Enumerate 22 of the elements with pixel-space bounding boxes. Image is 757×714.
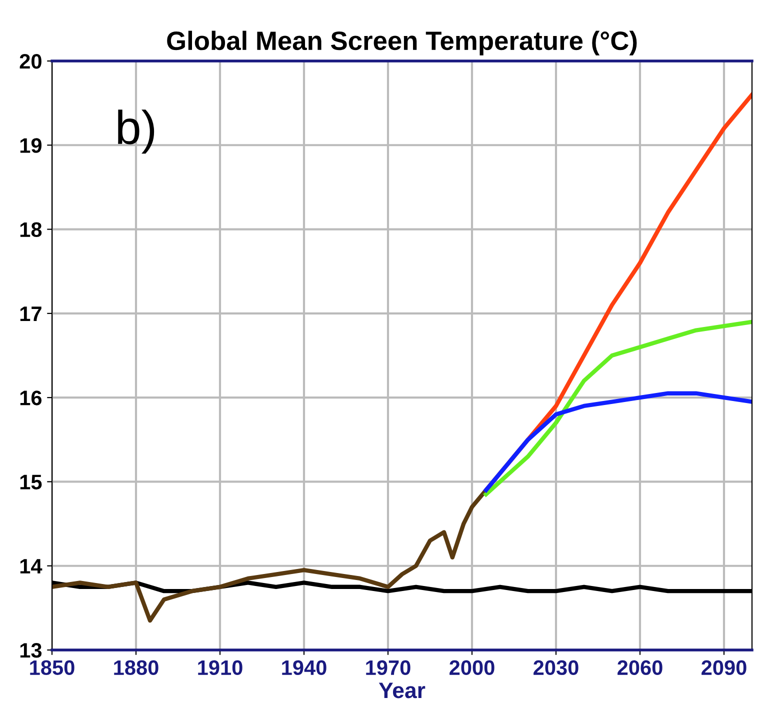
x-tick-label: 2000	[450, 660, 494, 676]
annotation: b)	[118, 110, 154, 154]
chart-title: Global Mean Screen Temperature (°C)	[167, 30, 637, 56]
x-tick-label: 1940	[282, 660, 326, 676]
x-tick-label: 1970	[366, 660, 410, 676]
x-tick-label: 2060	[618, 660, 662, 676]
y-tick-label: 17	[20, 306, 42, 321]
y-tick-label: 20	[20, 54, 42, 69]
y-tick-label: 13	[20, 643, 42, 658]
x-tick-label: 1910	[198, 660, 242, 676]
y-tick-label: 15	[20, 474, 42, 490]
x-tick-label: 2030	[534, 660, 578, 676]
x-tick-label: 2090	[702, 660, 746, 676]
y-tick-label: 16	[20, 390, 42, 406]
line-series	[484, 320, 752, 496]
line-series	[484, 391, 752, 492]
x-tick-label: 1850	[30, 660, 74, 676]
y-tick-label: 19	[20, 138, 42, 153]
x-axis-title: Year	[378, 682, 426, 698]
y-tick-label: 18	[20, 222, 42, 238]
y-tick-label: 14	[20, 559, 42, 574]
x-tick-label: 1880	[114, 660, 158, 676]
